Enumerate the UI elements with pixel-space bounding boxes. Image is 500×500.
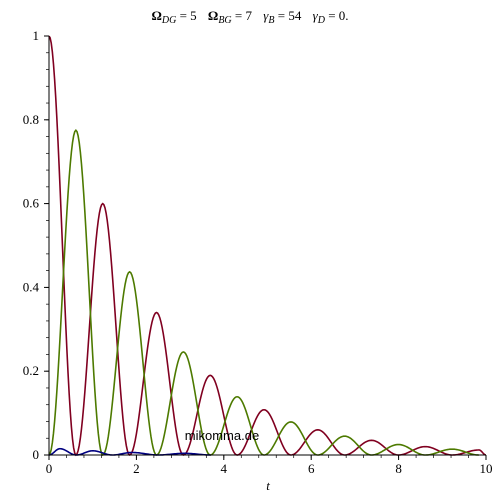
y-tick-label: 0.4 [23,279,40,294]
title-gamma-b-value: = 54 [275,8,302,23]
title-omega-bg-value: = 7 [232,8,253,23]
x-axis-title: t [266,478,270,493]
watermark-text: mikomma.de [185,428,259,443]
y-tick-label: 0.2 [23,363,39,378]
title-gamma-b-subscript: B [268,15,274,26]
title-omega-bg-symbol: Ω [208,8,218,23]
series-layer [48,35,487,457]
title-omega-dg-symbol: Ω [151,8,161,23]
chart-title: ΩDG = 5 ΩBG = 7 γB = 54 γD = 0. [151,8,348,26]
title-gamma-d-symbol: γ [313,8,319,23]
title-omega-bg-subscript: BG [218,15,231,26]
x-tick-label: 0 [46,461,53,476]
title-gamma-b-symbol: γ [263,8,269,23]
x-tick-label: 8 [395,461,402,476]
title-gamma-d-subscript: D [317,15,326,26]
title-omega-dg-value: = 5 [176,8,196,23]
series-line-1 [48,35,487,457]
axes-layer: 0 2 4 6 8 10 0 0.2 0.4 0.6 0.8 1 [23,28,493,476]
x-tick-label: 6 [308,461,315,476]
x-tick-label: 2 [133,461,140,476]
title-gamma-d-value: = 0. [325,8,349,23]
y-tick-label: 1 [33,28,40,43]
y-tick-label: 0.8 [23,112,39,127]
y-tick-label: 0.6 [23,196,40,211]
x-tick-label: 4 [221,461,228,476]
y-tick-label: 0 [33,447,40,462]
title-omega-dg-subscript: DG [161,15,176,26]
x-tick-label: 10 [480,461,493,476]
